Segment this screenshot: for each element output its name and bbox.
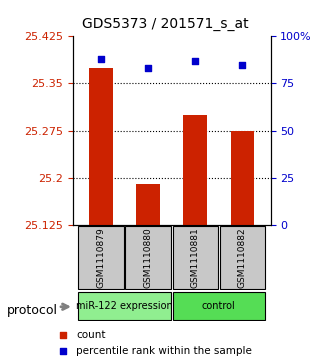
Text: count: count xyxy=(76,330,105,340)
Point xyxy=(98,56,104,62)
Text: GSM1110881: GSM1110881 xyxy=(191,227,200,288)
Bar xyxy=(136,184,160,225)
FancyBboxPatch shape xyxy=(78,292,171,320)
Point xyxy=(60,332,65,338)
FancyBboxPatch shape xyxy=(173,227,218,289)
Text: protocol: protocol xyxy=(7,304,58,317)
FancyBboxPatch shape xyxy=(220,227,265,289)
Point xyxy=(146,65,151,71)
FancyBboxPatch shape xyxy=(78,227,123,289)
Text: percentile rank within the sample: percentile rank within the sample xyxy=(76,346,252,356)
Bar xyxy=(89,68,113,225)
Text: GDS5373 / 201571_s_at: GDS5373 / 201571_s_at xyxy=(82,17,248,30)
Bar xyxy=(183,115,207,225)
FancyBboxPatch shape xyxy=(125,227,171,289)
Text: miR-122 expression: miR-122 expression xyxy=(76,301,173,311)
Text: control: control xyxy=(202,301,236,311)
Point xyxy=(240,62,245,68)
Bar xyxy=(231,131,254,225)
Text: GSM1110880: GSM1110880 xyxy=(144,227,152,288)
Text: GSM1110879: GSM1110879 xyxy=(96,227,105,288)
Point xyxy=(192,58,198,64)
Text: GSM1110882: GSM1110882 xyxy=(238,227,247,288)
Point xyxy=(60,348,65,354)
FancyBboxPatch shape xyxy=(173,292,265,320)
